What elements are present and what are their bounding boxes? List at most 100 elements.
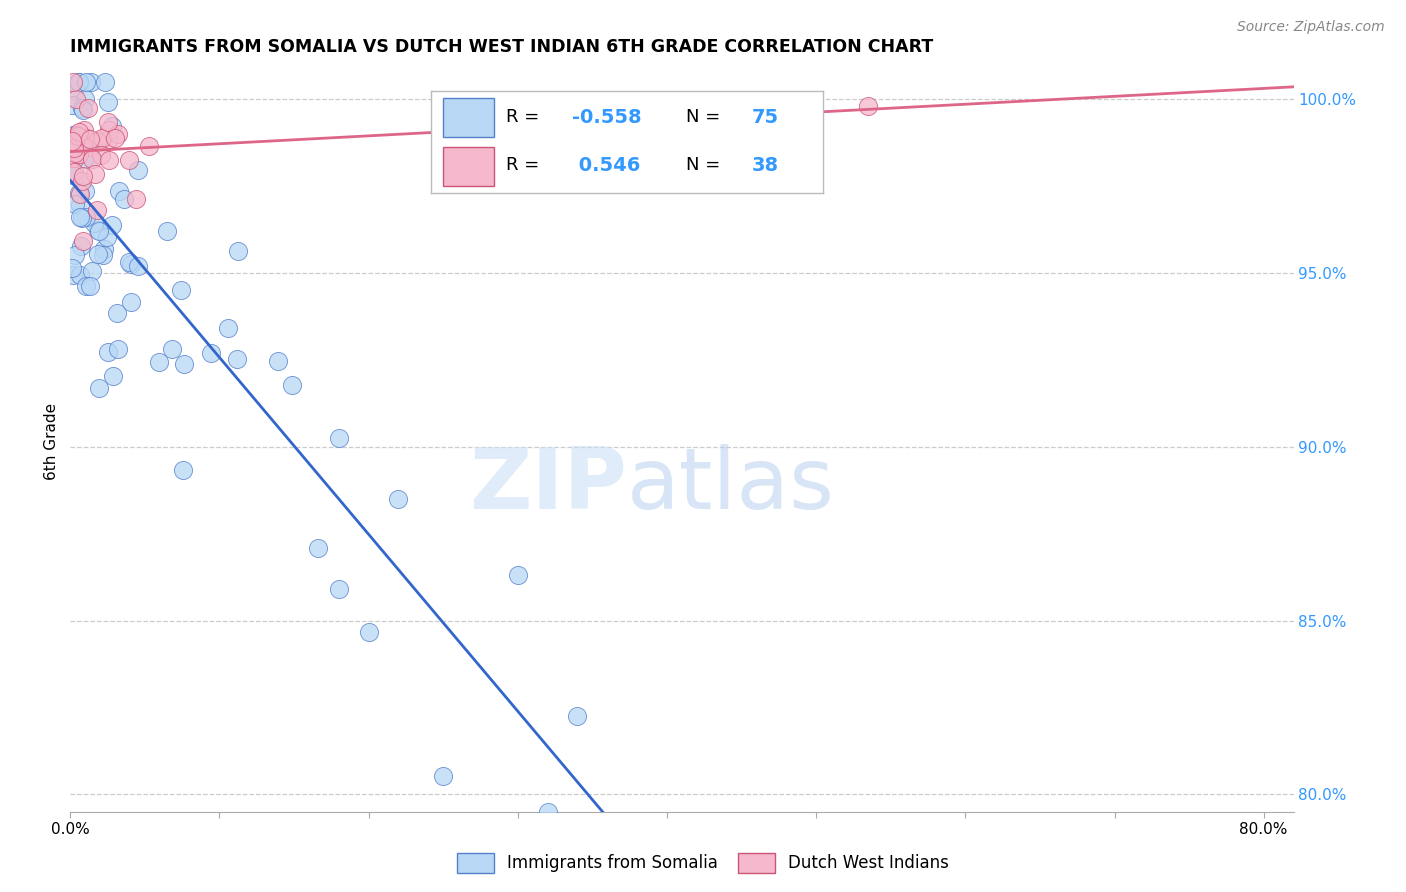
Point xyxy=(537,805,560,819)
Point xyxy=(84,167,107,181)
Point xyxy=(328,582,350,597)
Point xyxy=(307,541,329,555)
Point xyxy=(69,210,91,224)
Point xyxy=(217,320,239,334)
Point xyxy=(127,163,149,178)
Point xyxy=(63,141,86,155)
Point xyxy=(101,119,124,133)
Point xyxy=(506,568,529,582)
Point xyxy=(79,132,101,146)
Point xyxy=(62,75,84,89)
Point xyxy=(328,431,350,445)
Point xyxy=(63,145,86,160)
Point xyxy=(73,152,96,166)
Point xyxy=(72,122,94,136)
Point xyxy=(97,132,120,146)
Text: IMMIGRANTS FROM SOMALIA VS DUTCH WEST INDIAN 6TH GRADE CORRELATION CHART: IMMIGRANTS FROM SOMALIA VS DUTCH WEST IN… xyxy=(70,38,934,56)
Point xyxy=(98,153,121,167)
Point xyxy=(357,625,380,640)
Point xyxy=(200,346,222,360)
Point xyxy=(60,261,83,276)
Point xyxy=(60,128,83,143)
Point xyxy=(70,173,93,187)
Point xyxy=(107,342,129,356)
Point xyxy=(567,708,589,723)
Point xyxy=(127,260,149,274)
Point xyxy=(70,211,93,225)
Point xyxy=(96,230,118,244)
Point xyxy=(173,357,195,371)
Point xyxy=(858,99,880,113)
Point xyxy=(60,164,83,178)
Point xyxy=(101,368,124,383)
Point xyxy=(387,492,409,507)
Point xyxy=(101,219,124,233)
Point xyxy=(104,131,127,145)
Point xyxy=(75,130,97,145)
Y-axis label: 6th Grade: 6th Grade xyxy=(44,403,59,480)
Point xyxy=(65,92,87,106)
Point xyxy=(60,134,83,148)
Point xyxy=(67,125,90,139)
Point xyxy=(86,134,108,148)
Point xyxy=(160,343,183,357)
Point xyxy=(72,138,94,153)
Point xyxy=(60,152,83,166)
Point xyxy=(97,115,120,129)
Point xyxy=(105,306,128,320)
Point xyxy=(87,247,110,261)
Point xyxy=(79,279,101,293)
Point xyxy=(73,92,96,106)
Point xyxy=(118,255,141,269)
Point xyxy=(69,187,91,202)
Point xyxy=(83,216,105,230)
Text: Source: ZipAtlas.com: Source: ZipAtlas.com xyxy=(1237,20,1385,34)
Point xyxy=(125,192,148,206)
Point xyxy=(107,127,129,141)
Point xyxy=(97,95,120,109)
Point xyxy=(228,244,250,258)
Point xyxy=(67,186,90,201)
Point xyxy=(91,130,114,145)
Point xyxy=(69,268,91,282)
Point xyxy=(432,769,454,783)
Point xyxy=(117,153,139,167)
Point xyxy=(70,239,93,253)
Point xyxy=(60,98,83,112)
Point xyxy=(89,381,111,395)
Point xyxy=(72,101,94,115)
Point xyxy=(120,294,142,309)
Point xyxy=(226,352,249,367)
Point xyxy=(93,242,115,256)
Point xyxy=(67,146,90,161)
Point xyxy=(75,210,97,224)
Point xyxy=(148,355,170,369)
Point xyxy=(120,257,142,271)
Point xyxy=(138,138,160,153)
Point xyxy=(65,128,87,143)
Point xyxy=(280,377,302,392)
Point xyxy=(77,101,100,115)
Point xyxy=(67,75,90,89)
Point xyxy=(97,345,120,359)
Point xyxy=(172,462,194,476)
Point xyxy=(60,167,83,181)
Point xyxy=(87,223,110,237)
Point xyxy=(80,140,103,154)
Point xyxy=(156,224,179,238)
Text: ZIP: ZIP xyxy=(470,444,627,527)
Point xyxy=(97,123,120,137)
Point xyxy=(108,184,131,198)
Point xyxy=(86,202,108,217)
Point xyxy=(87,224,110,238)
Legend: Immigrants from Somalia, Dutch West Indians: Immigrants from Somalia, Dutch West Indi… xyxy=(450,847,956,880)
Point xyxy=(91,248,114,262)
Point xyxy=(65,196,87,211)
Point xyxy=(170,283,193,297)
Point xyxy=(65,151,87,165)
Point xyxy=(80,75,103,89)
Point xyxy=(75,184,97,198)
Point xyxy=(63,83,86,97)
Point xyxy=(80,152,103,166)
Point xyxy=(66,75,89,89)
